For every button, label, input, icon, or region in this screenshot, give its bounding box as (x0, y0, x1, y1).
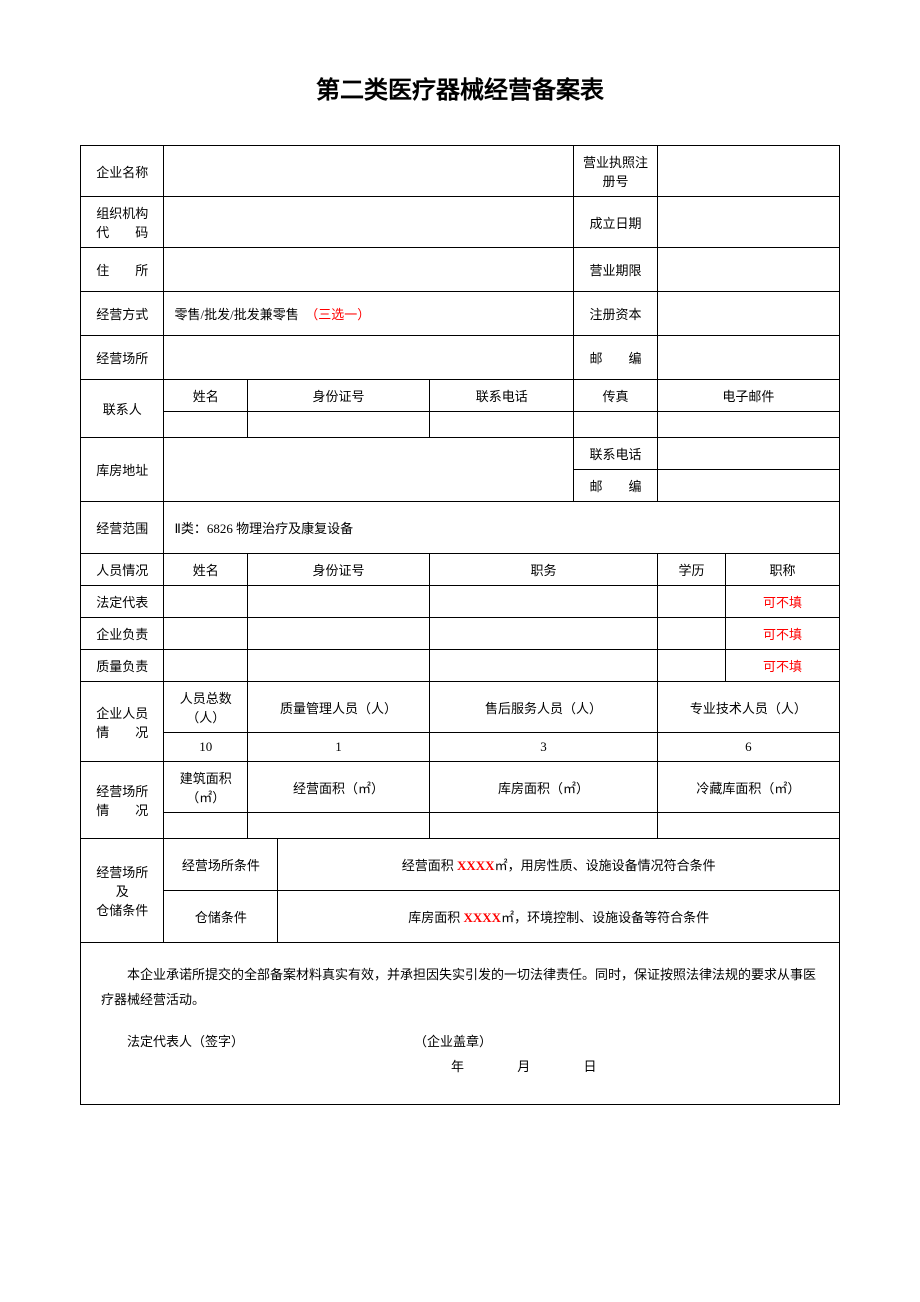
date-row: 年 月 日 (101, 1055, 819, 1080)
label-wh-area: 库房面积（㎡） (430, 762, 658, 813)
label-warehouse-addr: 库房地址 (81, 438, 164, 502)
label-qa-staff: 质量管理人员（人） (247, 682, 429, 733)
label-p-name: 姓名 (164, 554, 247, 586)
label-p-id: 身份证号 (247, 554, 429, 586)
field-ent-name (164, 618, 247, 650)
field-build-area (164, 813, 247, 839)
label-org-code: 组织机构 代 码 (81, 197, 164, 248)
label-license-no: 营业执照注册号 (574, 146, 657, 197)
field-legal-pos (430, 586, 658, 618)
label-address: 住 所 (81, 248, 164, 292)
field-org-code (164, 197, 574, 248)
label-cold-area: 冷藏库面积（㎡） (657, 762, 839, 813)
signature-row: 法定代表人（签字）（企业盖章） (101, 1030, 819, 1055)
label-legal-rep: 法定代表 (81, 586, 164, 618)
field-qa-pos (430, 650, 658, 682)
label-biz-term: 营业期限 (574, 248, 657, 292)
label-contact: 联系人 (81, 380, 164, 438)
label-name: 姓名 (164, 380, 247, 412)
field-qa-title: 可不填 (726, 650, 840, 682)
field-company-name (164, 146, 574, 197)
field-contact-id (247, 412, 429, 438)
field-place-cond: 经营面积 XXXX㎡，用房性质、设施设备情况符合条件 (278, 839, 840, 891)
label-biz-mode: 经营方式 (81, 292, 164, 336)
page-title: 第二类医疗器械经营备案表 (80, 70, 840, 105)
field-legal-title: 可不填 (726, 586, 840, 618)
label-store-cond: 仓储条件 (164, 891, 278, 943)
label-qa-head: 质量负责 (81, 650, 164, 682)
footer-block: 本企业承诺所提交的全部备案材料真实有效，并承担因失实引发的一切法律责任。同时，保… (80, 943, 840, 1105)
label-place-cond: 经营场所条件 (164, 839, 278, 891)
field-warehouse-addr (164, 438, 574, 502)
field-biz-scope: Ⅱ类：6826 物理治疗及康复设备 (164, 502, 840, 554)
field-qa-id (247, 650, 429, 682)
field-qa-staff: 1 (247, 733, 429, 762)
label-id-no: 身份证号 (247, 380, 429, 412)
field-ent-edu (657, 618, 725, 650)
field-wh-postcode (657, 470, 839, 502)
label-p-title: 职称 (726, 554, 840, 586)
field-legal-edu (657, 586, 725, 618)
label-wh-postcode: 邮 编 (574, 470, 657, 502)
label-ent-head: 企业负责 (81, 618, 164, 650)
field-biz-mode: 零售/批发/批发兼零售 （三选一） (164, 292, 574, 336)
field-biz-place (164, 336, 574, 380)
label-service-staff: 售后服务人员（人） (430, 682, 658, 733)
field-est-date (657, 197, 839, 248)
field-biz-area (247, 813, 429, 839)
field-wh-area (430, 813, 658, 839)
field-qa-name (164, 650, 247, 682)
declaration-text: 本企业承诺所提交的全部备案材料真实有效，并承担因失实引发的一切法律责任。同时，保… (101, 963, 819, 1012)
field-license-no (657, 146, 839, 197)
label-wh-phone: 联系电话 (574, 438, 657, 470)
label-ent-staff: 企业人员 情 况 (81, 682, 164, 762)
field-biz-term (657, 248, 839, 292)
label-p-edu: 学历 (657, 554, 725, 586)
field-cold-area (657, 813, 839, 839)
label-est-date: 成立日期 (574, 197, 657, 248)
field-ent-id (247, 618, 429, 650)
field-contact-phone (430, 412, 574, 438)
field-contact-email (657, 412, 839, 438)
label-tech-staff: 专业技术人员（人） (657, 682, 839, 733)
label-personnel: 人员情况 (81, 554, 164, 586)
label-phone: 联系电话 (430, 380, 574, 412)
label-company-name: 企业名称 (81, 146, 164, 197)
field-ent-pos (430, 618, 658, 650)
label-email: 电子邮件 (657, 380, 839, 412)
field-tech-staff: 6 (657, 733, 839, 762)
label-place-info: 经营场所 情 况 (81, 762, 164, 839)
label-place-store: 经营场所 及 仓储条件 (81, 839, 164, 943)
label-fax: 传真 (574, 380, 657, 412)
label-postcode: 邮 编 (574, 336, 657, 380)
field-ent-title: 可不填 (726, 618, 840, 650)
field-total-staff: 10 (164, 733, 247, 762)
label-p-position: 职务 (430, 554, 658, 586)
label-biz-area: 经营面积（㎡） (247, 762, 429, 813)
field-legal-name (164, 586, 247, 618)
label-biz-scope: 经营范围 (81, 502, 164, 554)
field-service-staff: 3 (430, 733, 658, 762)
main-table: 企业名称 营业执照注册号 组织机构 代 码 成立日期 住 所 营业期限 经营方式… (80, 145, 840, 943)
field-wh-phone (657, 438, 839, 470)
field-contact-fax (574, 412, 657, 438)
label-total-staff: 人员总数（人） (164, 682, 247, 733)
label-build-area: 建筑面积（㎡） (164, 762, 247, 813)
field-postcode (657, 336, 839, 380)
field-reg-capital (657, 292, 839, 336)
label-biz-place: 经营场所 (81, 336, 164, 380)
label-reg-capital: 注册资本 (574, 292, 657, 336)
field-contact-name (164, 412, 247, 438)
field-legal-id (247, 586, 429, 618)
field-address (164, 248, 574, 292)
field-qa-edu (657, 650, 725, 682)
field-store-cond: 库房面积 XXXX㎡，环境控制、设施设备等符合条件 (278, 891, 840, 943)
